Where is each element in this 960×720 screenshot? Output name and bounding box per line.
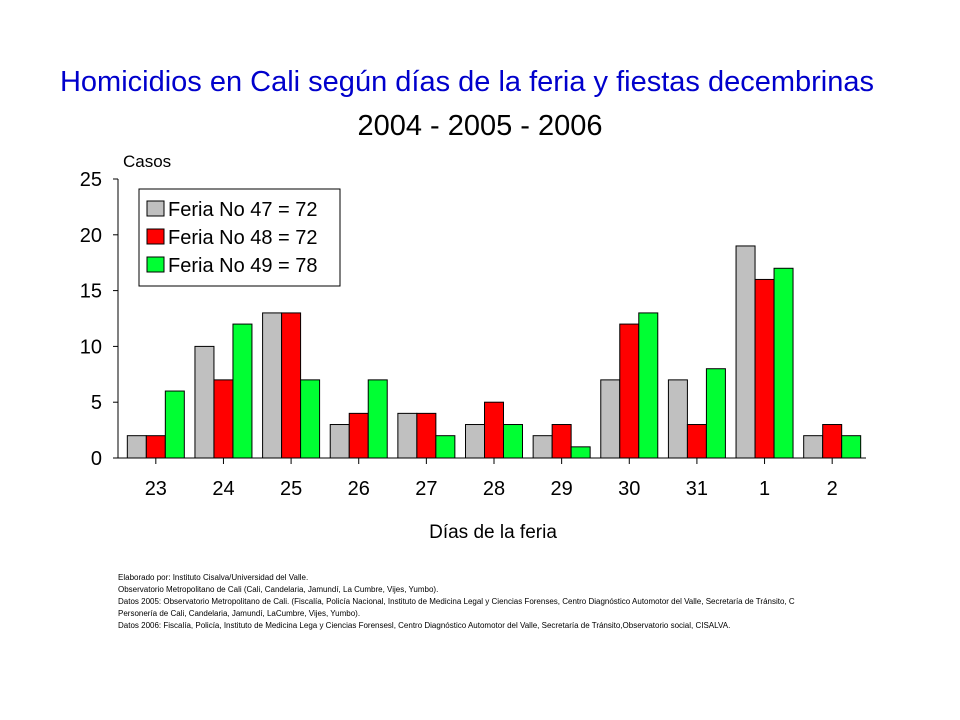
bar (705, 368, 726, 459)
bar (638, 312, 659, 459)
bar (367, 379, 388, 459)
bar (841, 435, 862, 459)
legend-label: Feria No 48 = 72 (168, 227, 318, 249)
bar (667, 379, 688, 459)
bar (803, 435, 824, 459)
bar (503, 424, 523, 459)
bar (600, 379, 621, 459)
x-tick-label: 29 (551, 478, 573, 500)
bar (232, 323, 253, 459)
bar (213, 379, 234, 459)
bar (435, 435, 456, 459)
bar (570, 446, 591, 459)
y-tick-label: 25 (80, 169, 102, 191)
note-line: Personería de Cali, Candelaria, Jamundí,… (118, 609, 361, 618)
legend-label: Feria No 47 = 72 (168, 199, 318, 221)
bar (397, 412, 418, 459)
note-line: Elaborado por: Instituto Cisalva/Univers… (118, 573, 309, 582)
x-axis-label: Días de la feria (429, 522, 557, 543)
x-tick-label: 24 (212, 478, 234, 500)
bar (281, 312, 302, 459)
bar (822, 424, 843, 459)
bar (329, 424, 350, 459)
note-line: Datos 2005: Observatorio Metropolitano d… (118, 597, 795, 606)
legend-box (138, 188, 341, 287)
bar (532, 435, 553, 459)
legend-swatch (146, 200, 165, 217)
bar (145, 435, 166, 459)
legend-label: Feria No 49 = 78 (168, 255, 318, 277)
bar (262, 312, 283, 459)
bar (686, 424, 707, 459)
x-tick-label: 23 (145, 478, 167, 500)
note-line: Observatorio Metropolitano de Cali (Cali… (118, 585, 439, 594)
bar (465, 424, 485, 459)
x-tick-label: 28 (483, 478, 505, 500)
bar (551, 424, 572, 459)
chart-subtitle: 2004 - 2005 - 2006 (357, 110, 603, 142)
x-tick-label: 26 (348, 478, 370, 500)
chart-title: Homicidios en Cali según días de la feri… (59, 66, 874, 98)
y-tick-label: 15 (80, 281, 102, 303)
bar (484, 401, 504, 459)
x-tick-label: 1 (759, 478, 770, 500)
bar (126, 435, 147, 459)
y-tick-label: 20 (80, 225, 102, 247)
bar (300, 379, 321, 459)
note-line: Datos 2006: Fiscalía, Policía, Instituto… (118, 621, 731, 630)
y-tick-label: 0 (91, 448, 102, 470)
bar (164, 390, 185, 459)
x-tick-label: 30 (618, 478, 640, 500)
bar (735, 245, 756, 459)
bar (619, 323, 640, 459)
x-tick-label: 25 (280, 478, 302, 500)
source-notes: Elaborado por: Instituto Cisalva/Univers… (118, 572, 948, 632)
legend-swatch (146, 228, 165, 245)
x-tick-label: 27 (415, 478, 437, 500)
bar (773, 267, 794, 459)
y-tick-label: 10 (80, 336, 102, 358)
x-tick-label: 2 (827, 478, 838, 500)
legend-swatch (146, 256, 165, 273)
bar (348, 412, 369, 459)
y-tick-label: 5 (91, 392, 102, 414)
bar (194, 345, 215, 459)
x-tick-label: 31 (686, 478, 708, 500)
bar (416, 412, 437, 459)
bar (754, 278, 775, 459)
y-axis-label: Casos (123, 152, 171, 171)
